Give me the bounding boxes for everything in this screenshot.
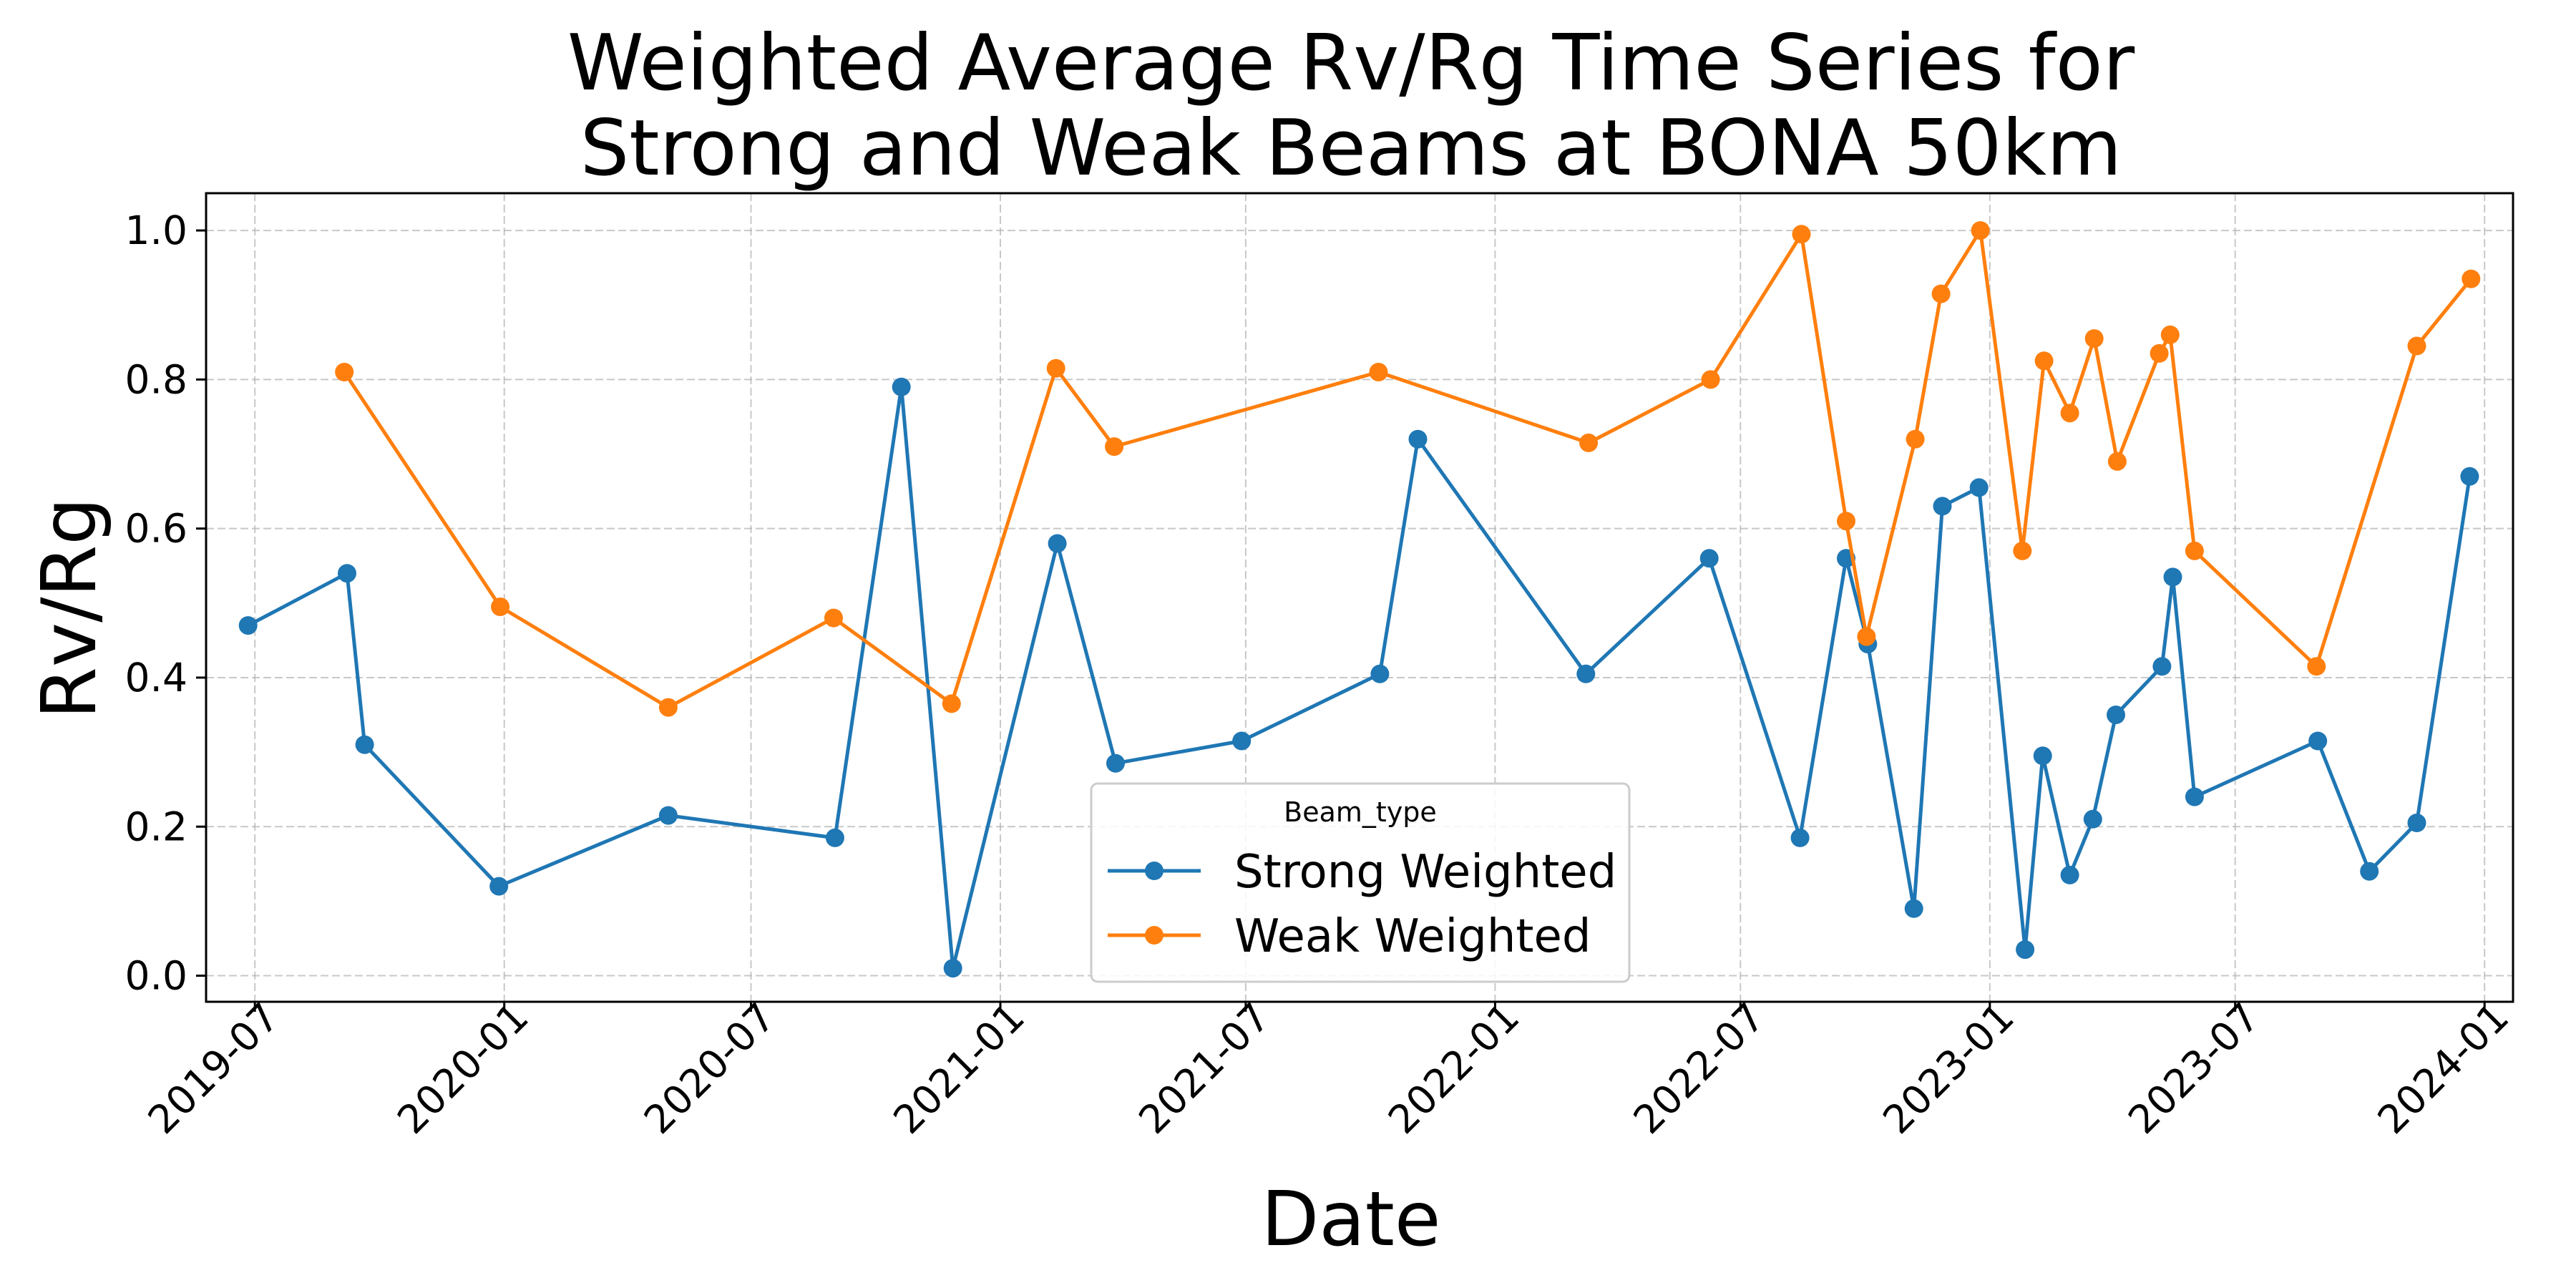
data-point-strong (1232, 731, 1252, 751)
y-axis-label: Rv/Rg (26, 497, 113, 719)
legend-title: Beam_type (1284, 796, 1437, 828)
data-point-weak (1837, 512, 1855, 531)
series-layer (238, 221, 2481, 978)
data-point-weak (1906, 429, 1925, 449)
plot-area-frame (205, 192, 2514, 1003)
data-point-strong (2152, 657, 2172, 676)
data-point-weak (1971, 221, 1990, 240)
x-axis-label: Date (1262, 1176, 1441, 1263)
data-point-strong (2083, 809, 2102, 829)
data-point-strong (892, 377, 911, 396)
y-tick-label: 0.2 (125, 804, 187, 849)
data-point-weak (1369, 363, 1388, 381)
data-point-weak (2084, 329, 2104, 348)
data-point-strong (2407, 814, 2426, 832)
data-point-weak (491, 597, 510, 616)
data-point-strong (1904, 899, 1923, 918)
data-point-strong (2308, 731, 2328, 751)
data-point-weak (2150, 343, 2169, 363)
data-point-weak (1857, 627, 1876, 646)
data-point-weak (942, 694, 961, 713)
data-point-weak (658, 698, 678, 717)
chart-title-line-1: Weighted Average Rv/Rg Time Series for (567, 19, 2135, 108)
data-point-strong (1699, 549, 1719, 568)
data-point-strong (943, 959, 962, 978)
data-point-strong (355, 735, 374, 754)
data-point-weak (824, 608, 843, 628)
data-point-weak (1701, 370, 1720, 389)
data-point-strong (2016, 940, 2035, 960)
data-point-weak (1579, 433, 1599, 452)
chart-title-line-2: Strong and Weak Beams at BONA 50km (580, 104, 2122, 193)
legend-strong-marker (1145, 862, 1163, 880)
y-tick-label: 0.6 (125, 506, 187, 552)
data-point-strong (825, 828, 844, 847)
data-point-weak (1046, 358, 1065, 378)
data-point-strong (1576, 664, 1596, 683)
data-point-weak (1931, 284, 1951, 303)
y-axis-ticks: 0.0 0.2 0.4 0.6 0.8 1.0 (125, 208, 206, 999)
data-point-weak (2307, 657, 2326, 676)
legend: Beam_type Strong Weighted Weak Weighted (1090, 782, 1631, 983)
data-point-strong (658, 806, 678, 825)
data-point-weak (2013, 541, 2032, 560)
data-point-weak (2462, 269, 2481, 288)
legend-label-weak: Weak Weighted (1234, 910, 1591, 963)
data-point-strong (1048, 534, 1067, 553)
data-point-strong (338, 564, 356, 583)
data-point-strong (2163, 567, 2182, 587)
data-point-strong (1106, 753, 1125, 773)
y-tick-label: 0.0 (125, 953, 187, 999)
data-point-weak (2185, 541, 2204, 560)
data-point-weak (1792, 225, 1811, 244)
data-point-weak (2107, 452, 2127, 471)
data-point-strong (489, 877, 509, 896)
data-point-strong (1969, 478, 1989, 497)
legend-weak-marker (1145, 926, 1163, 945)
data-point-weak (335, 363, 354, 381)
data-point-strong (1370, 664, 1390, 683)
data-point-strong (2033, 746, 2052, 766)
legend-label-strong: Strong Weighted (1234, 846, 1616, 899)
legend-box (1090, 782, 1631, 983)
data-point-strong (2460, 467, 2479, 486)
data-point-strong (1933, 497, 1952, 516)
data-point-strong (1408, 429, 1428, 449)
data-point-weak (1105, 437, 1124, 457)
data-point-weak (2160, 325, 2180, 344)
data-point-strong (2107, 706, 2125, 724)
y-tick-label: 1.0 (125, 208, 187, 253)
data-point-strong (2360, 862, 2379, 881)
data-point-strong (1790, 828, 1810, 847)
data-point-weak (2060, 404, 2079, 423)
data-point-weak (2034, 351, 2054, 371)
data-point-strong (238, 616, 258, 635)
y-tick-label: 0.4 (125, 655, 187, 701)
data-point-strong (2060, 865, 2079, 884)
data-point-weak (2407, 336, 2426, 356)
y-tick-label: 0.8 (125, 356, 187, 402)
data-point-strong (2185, 787, 2204, 806)
